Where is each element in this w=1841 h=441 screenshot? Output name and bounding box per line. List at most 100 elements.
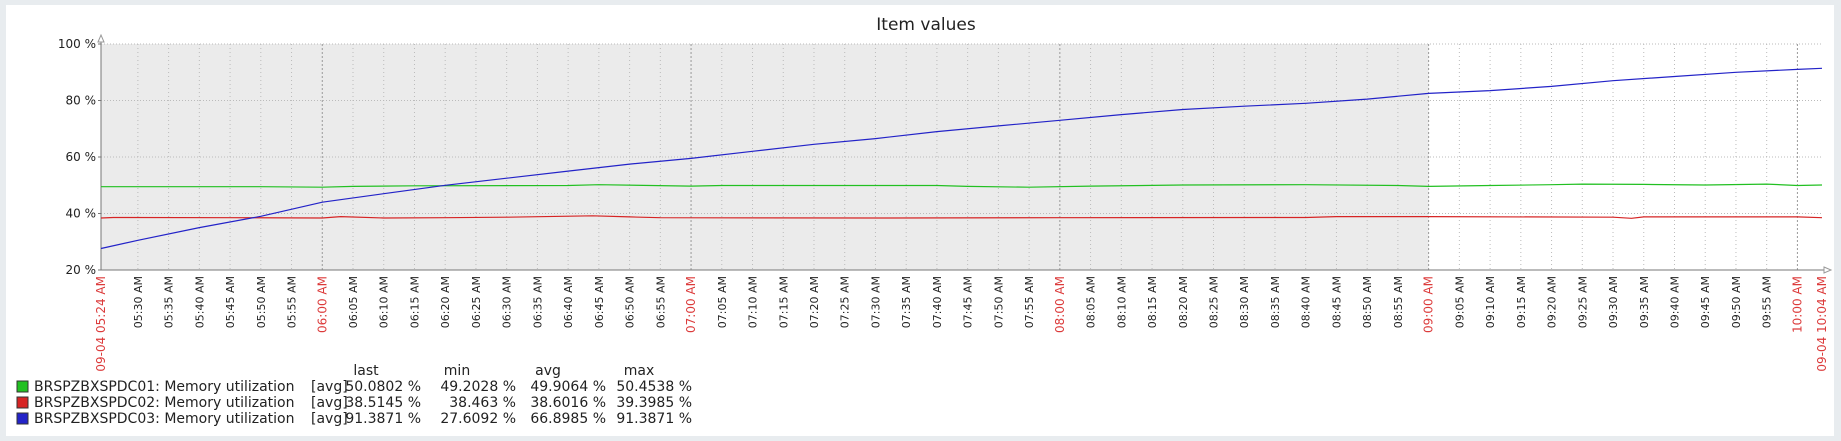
x-major-tick-label: 09:00 AM [1422,276,1436,333]
legend-min-value: 38.463 % [449,395,516,411]
x-end-label: 09-04 10:04 AM [1815,276,1829,372]
legend: last min avg max BRSPZBXSPDC01: Memory utili… [16,363,692,427]
legend-avg-value: 38.6016 % [530,395,606,411]
legend-min-value: 27.6092 % [440,411,516,427]
legend-max-value: 91.3871 % [616,411,692,427]
legend-series-name: BRSPZBXSPDC01: Memory utilization [34,379,294,395]
y-tick-label: 100 % [58,37,96,51]
x-tick-label: 07:05 AM [716,276,729,328]
legend-last-value: 50.0802 % [345,379,421,395]
x-tick-label: 06:45 AM [593,276,606,328]
series-lines [100,67,1823,250]
x-tick-label: 05:55 AM [286,276,299,328]
y-axis-arrow [97,33,105,43]
x-tick-label: 09:05 AM [1453,276,1466,328]
grid [101,43,1822,270]
x-tick-label: 08:05 AM [1085,276,1098,328]
x-tick-label: 06:10 AM [378,276,391,328]
x-tick-label: 08:25 AM [1208,276,1221,328]
x-tick-label: 08:30 AM [1238,276,1251,328]
y-tick-label: 20 % [66,263,97,277]
legend-swatch [16,380,29,393]
x-tick-label: 08:40 AM [1300,276,1313,328]
x-major-tick-label: 10:00 AM [1790,276,1804,333]
legend-avg-value: 49.9064 % [530,379,606,395]
y-tick-label: 80 % [66,94,97,108]
legend-swatch [16,412,29,425]
x-tick-label: 08:20 AM [1177,276,1190,328]
legend-function: [avg] [311,379,348,395]
legend-last-value: 91.3871 % [345,411,421,427]
legend-header-max: max [624,363,655,379]
x-tick-label: 07:45 AM [962,276,975,328]
x-axis-ticks: 09-04 05:24 AM 05:30 AM 05:35 AM 05:40 AM 05… [94,276,1829,372]
legend-max-value: 50.4538 % [616,379,692,395]
graph-panel: Item values 20 % 40 % 60 % 80 % 100 % 09-04 … [6,5,1834,436]
legend-swatch [16,396,29,409]
chart-title: Item values [876,15,976,35]
x-major-tick-label: 08:00 AM [1053,276,1067,333]
x-tick-label: 07:30 AM [869,276,882,328]
y-tick-label: 40 % [66,207,97,221]
legend-series-name: BRSPZBXSPDC02: Memory utilization [34,395,294,411]
x-tick-label: 08:55 AM [1392,276,1405,328]
x-tick-label: 09:15 AM [1515,276,1528,328]
y-tick-label: 60 % [66,150,97,164]
legend-avg-value: 66.8985 % [530,411,606,427]
x-tick-label: 09:55 AM [1761,276,1774,328]
legend-header-avg: avg [535,363,561,379]
y-axis-ticks: 20 % 40 % 60 % 80 % 100 % [58,37,101,277]
line-chart: Item values 20 % 40 % 60 % 80 % 100 % 09-04 … [16,15,1833,427]
x-tick-label: 09:45 AM [1699,276,1712,328]
series-line-1 [101,183,1823,188]
x-tick-label: 05:40 AM [193,276,206,328]
x-tick-label: 07:25 AM [839,276,852,328]
x-tick-label: 08:10 AM [1115,276,1128,328]
x-start-label: 09-04 05:24 AM [94,276,108,372]
x-tick-label: 07:55 AM [1023,276,1036,328]
x-tick-label: 07:20 AM [808,276,821,328]
x-tick-label: 07:15 AM [777,276,790,328]
x-tick-label: 07:40 AM [931,276,944,328]
x-tick-label: 06:20 AM [439,276,452,328]
x-tick-label: 06:05 AM [347,276,360,328]
x-tick-label: 06:35 AM [531,276,544,328]
x-tick-label: 09:40 AM [1668,276,1681,328]
x-tick-label: 08:50 AM [1361,276,1374,328]
legend-function: [avg] [311,395,348,411]
x-tick-label: 06:55 AM [654,276,667,328]
x-tick-label: 05:30 AM [132,276,145,328]
x-tick-label: 07:50 AM [992,276,1005,328]
legend-series-name: BRSPZBXSPDC03: Memory utilization [34,411,294,427]
x-tick-label: 06:50 AM [624,276,637,328]
x-tick-label: 06:40 AM [562,276,575,328]
axes [97,33,1833,274]
legend-header-last: last [353,363,379,379]
x-tick-label: 05:50 AM [255,276,268,328]
x-tick-label: 06:25 AM [470,276,483,328]
legend-max-value: 39.3985 % [616,395,692,411]
series-line-2 [100,215,1823,219]
x-tick-label: 08:45 AM [1330,276,1343,328]
x-tick-label: 08:15 AM [1146,276,1159,328]
x-tick-label: 09:10 AM [1484,276,1497,328]
legend-function: [avg] [311,411,348,427]
x-tick-label: 07:35 AM [900,276,913,328]
x-major-tick-label: 06:00 AM [315,276,329,333]
legend-header-min: min [444,363,470,379]
x-tick-label: 05:45 AM [224,276,237,328]
legend-last-value: 38.5145 % [345,395,421,411]
x-tick-label: 07:10 AM [747,276,760,328]
x-tick-label: 09:50 AM [1730,276,1743,328]
x-tick-label: 09:35 AM [1638,276,1651,328]
x-tick-label: 05:35 AM [163,276,176,328]
x-tick-label: 09:25 AM [1576,276,1589,328]
x-tick-label: 09:30 AM [1607,276,1620,328]
x-tick-label: 08:35 AM [1269,276,1282,328]
x-axis-arrow [1823,266,1833,274]
x-major-tick-label: 07:00 AM [684,276,698,333]
x-tick-label: 09:20 AM [1546,276,1559,328]
series-line-3 [100,67,1823,250]
legend-min-value: 49.2028 % [440,379,516,395]
x-tick-label: 06:30 AM [501,276,514,328]
